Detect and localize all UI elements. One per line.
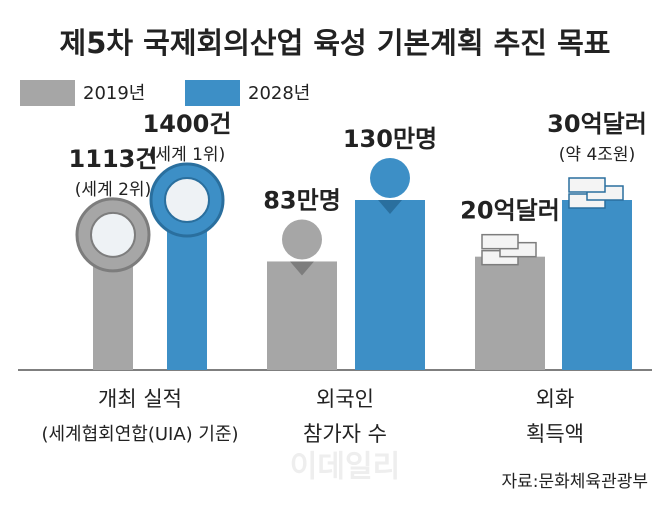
data-note: (세계 2위) [75,180,151,200]
data-label: 20억달러 [460,197,560,225]
person-head [282,219,322,260]
person-collar [378,200,402,214]
data-label: 30억달러 [547,110,647,138]
bar [355,200,425,370]
money-icon [481,233,519,250]
legend-label: 2028년 [248,83,310,104]
source: 자료:문화체육관광부 [502,472,649,492]
bar [267,261,337,370]
legend-label: 2019년 [83,83,145,104]
watermark: 이데일리 [290,450,400,485]
category-label: 외화 [536,387,575,411]
bar [562,200,632,370]
data-label: 1113건 [69,145,158,173]
chart-title: 제5차 국제회의산업 육성 기본계획 추진 목표 [60,26,611,60]
legend-swatch [20,80,75,106]
category-label: 참가자 수 [303,422,387,446]
data-note: (약 4조원) [559,145,635,165]
category-label: 외국인 [316,387,374,411]
data-label: 130만명 [343,125,437,153]
money-icon [568,177,606,193]
medal-icon [90,211,136,258]
category-label: 개최 실적 [98,387,182,411]
person-collar [290,261,314,276]
category-label: (세계협회연합(UIA) 기준) [41,424,238,445]
legend-swatch [185,80,240,106]
medal-icon [164,177,210,223]
data-label: 1400건 [143,110,232,138]
data-note: (세계 1위) [149,145,225,165]
person-head [370,158,410,198]
data-label: 83만명 [263,186,341,214]
bar [475,256,545,370]
category-label: 획득액 [526,422,584,446]
